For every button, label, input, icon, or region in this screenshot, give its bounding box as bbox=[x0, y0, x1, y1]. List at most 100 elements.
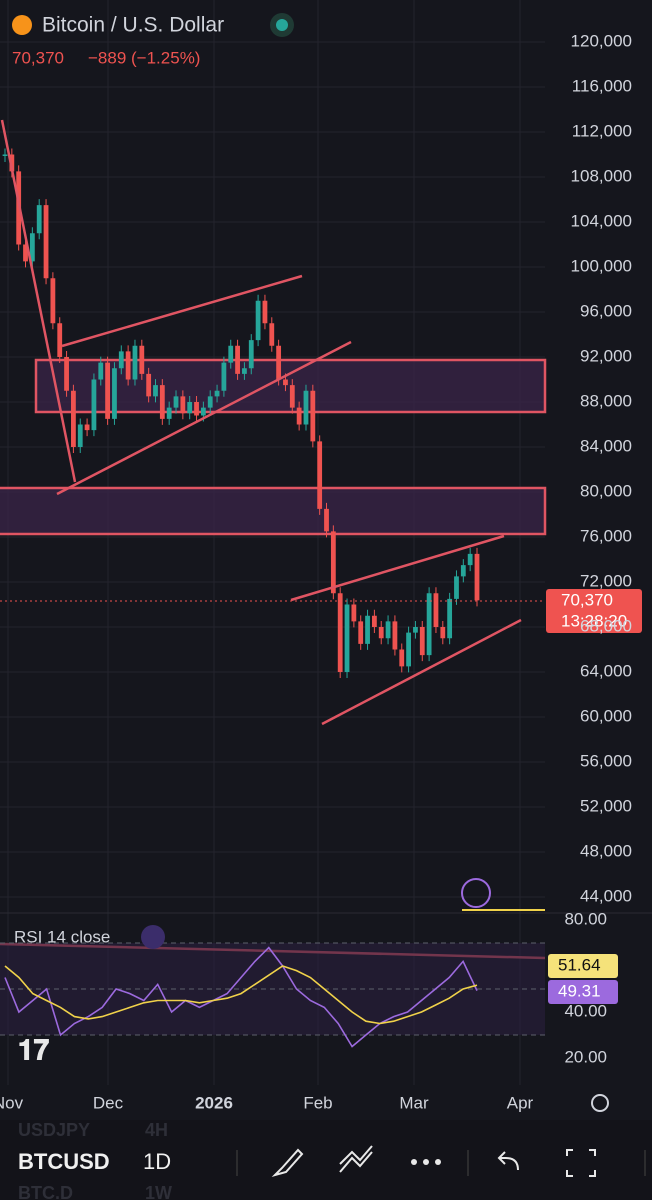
ma-tag-value: 51.64 bbox=[558, 955, 601, 974]
rsi-settings[interactable] bbox=[141, 925, 165, 949]
rsi-tag bbox=[548, 980, 618, 1004]
trendline bbox=[290, 534, 505, 602]
candle-body bbox=[324, 508, 329, 532]
y-tick-label: 92,000 bbox=[580, 346, 632, 365]
interval-button[interactable]: 1D bbox=[143, 1149, 171, 1174]
draw-icon[interactable] bbox=[271, 1148, 304, 1177]
candle-body bbox=[337, 593, 343, 672]
last-price: 70,370 bbox=[12, 48, 64, 67]
rsi-tick-label: 20.00 bbox=[564, 1047, 607, 1066]
candle-body bbox=[207, 396, 213, 408]
candle-body bbox=[399, 649, 405, 667]
candle-body bbox=[289, 385, 295, 408]
candle-body bbox=[64, 357, 69, 391]
candle-body bbox=[296, 407, 302, 425]
candle-body bbox=[433, 593, 439, 627]
more-icon[interactable] bbox=[411, 1159, 441, 1165]
candle-body bbox=[454, 576, 459, 599]
trendline bbox=[321, 618, 522, 726]
candle-body bbox=[50, 278, 56, 324]
candle-body bbox=[248, 340, 254, 369]
candle-body bbox=[91, 379, 97, 431]
candle-body bbox=[2, 154, 8, 156]
y-tick-label: 96,000 bbox=[580, 301, 632, 320]
rsi-tag-value: 49.31 bbox=[558, 981, 601, 1000]
y-tick-label: 84,000 bbox=[580, 436, 632, 455]
rsi-line bbox=[4, 965, 478, 1025]
candle-body bbox=[23, 244, 28, 262]
trendline bbox=[61, 274, 303, 348]
candle-body bbox=[180, 396, 186, 414]
y-tick-label: 64,000 bbox=[580, 661, 632, 680]
candle-body bbox=[214, 390, 220, 397]
candle-body bbox=[276, 345, 282, 380]
y-tick-label: 104,000 bbox=[571, 211, 632, 230]
candle-body bbox=[187, 402, 193, 414]
candle-body bbox=[426, 593, 432, 656]
candle-body bbox=[125, 351, 131, 380]
candle-body bbox=[36, 205, 42, 234]
price-tag-value: 70,370 bbox=[561, 590, 613, 609]
candle-body bbox=[344, 604, 350, 672]
y-tick-label: 120,000 bbox=[571, 31, 632, 50]
candle-body bbox=[460, 565, 466, 577]
candle-body bbox=[392, 621, 398, 650]
candle-body bbox=[159, 385, 165, 419]
y-tick-label: 108,000 bbox=[571, 166, 632, 185]
settings-icon[interactable] bbox=[591, 1094, 609, 1112]
rsi-title: RSI 14 close bbox=[14, 927, 110, 946]
candle-body bbox=[221, 362, 227, 391]
x-tick-label: Mar bbox=[399, 1093, 429, 1112]
ghost-interval: 4H bbox=[145, 1120, 168, 1140]
ghost-symbol: USDJPY bbox=[18, 1120, 90, 1140]
candle-body bbox=[467, 553, 473, 566]
y-tick-label: 80,000 bbox=[580, 481, 632, 500]
candle-body bbox=[200, 407, 206, 416]
candle-body bbox=[447, 598, 453, 639]
candle-body bbox=[235, 345, 240, 374]
candle-body bbox=[371, 615, 377, 627]
undo-icon[interactable] bbox=[497, 1151, 519, 1171]
candle-body bbox=[440, 627, 446, 639]
symbol-title: Bitcoin / U.S. Dollar bbox=[42, 14, 224, 37]
candle-body bbox=[385, 621, 391, 639]
x-tick-label: Apr bbox=[507, 1093, 534, 1112]
fullscreen-icon[interactable] bbox=[566, 1149, 596, 1177]
x-axis: Nov Dec 2026 Feb Mar Apr bbox=[0, 1093, 534, 1112]
candle-body bbox=[57, 323, 63, 357]
y-tick-label: 68,000 bbox=[580, 616, 632, 635]
candle-body bbox=[153, 385, 158, 397]
symbol-button[interactable]: BTCUSD bbox=[18, 1149, 110, 1174]
status-dot bbox=[276, 19, 288, 31]
candle-body bbox=[255, 300, 261, 341]
x-tick-label: 2026 bbox=[195, 1093, 233, 1112]
candle-body bbox=[242, 368, 247, 374]
candle-body bbox=[310, 390, 316, 442]
candle-body bbox=[269, 323, 275, 346]
candle-body bbox=[112, 368, 117, 419]
candle-body bbox=[413, 627, 418, 633]
candle-body bbox=[173, 396, 179, 408]
candle-body bbox=[358, 621, 364, 644]
candle-body bbox=[262, 300, 268, 324]
candle-body bbox=[330, 531, 336, 594]
y-tick-label: 76,000 bbox=[580, 526, 632, 545]
candle-body bbox=[29, 233, 35, 262]
candle-body bbox=[283, 379, 288, 386]
candle-body bbox=[43, 205, 49, 279]
ghost-symbol-2: BTC.D bbox=[18, 1183, 73, 1200]
rsi-pane: 80.00 40.00 20.00 bbox=[0, 909, 607, 1066]
y-tick-label: 60,000 bbox=[580, 706, 632, 725]
candle-body bbox=[98, 362, 104, 380]
candle-body bbox=[146, 373, 152, 397]
price-tag bbox=[546, 589, 642, 633]
candle-body bbox=[317, 441, 323, 509]
candles bbox=[2, 148, 480, 678]
assistant-icon[interactable] bbox=[461, 878, 491, 908]
candle-body bbox=[105, 362, 111, 419]
candle-body bbox=[71, 390, 76, 447]
candle-body bbox=[84, 424, 90, 431]
indicator-icon[interactable] bbox=[339, 1145, 373, 1173]
rsi-tick-label: 40.00 bbox=[564, 1001, 607, 1020]
